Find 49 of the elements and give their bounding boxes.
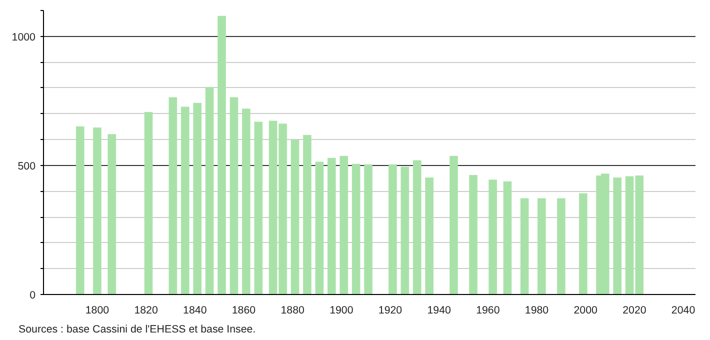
x-tick-label: 1840 [183,304,207,316]
bar [400,166,410,294]
x-tick-label: 2000 [574,304,598,316]
bar [242,108,250,294]
x-tick-label: 2040 [671,304,696,316]
y-tick-label: 0 [30,290,36,302]
bar [144,112,153,294]
bar [352,164,360,294]
bar [76,126,84,294]
bar [180,106,190,294]
bar [364,164,372,294]
x-tick-label: 1920 [378,304,402,316]
bar [193,102,202,294]
x-tick-label: 1880 [280,304,305,316]
x-tick-label: 1820 [134,304,158,316]
source-note: Sources : base Cassini de l'EHESS et base Insee. [18,324,256,336]
bar [290,140,300,294]
bar [488,180,497,294]
x-tick-label: 1900 [330,304,354,316]
x-tick-label: 2020 [622,304,646,316]
bar [168,97,178,294]
bar [613,178,622,294]
bar [340,156,348,294]
bar [205,87,214,294]
bar [520,198,529,294]
bar [538,198,546,294]
bar [503,181,512,294]
bar [557,198,566,294]
bar [303,134,312,294]
x-tick-label: 1980 [524,304,549,316]
bar [108,134,116,294]
bar [388,164,397,294]
bar [93,127,102,294]
bar [230,97,238,294]
x-tick-label: 1860 [232,304,256,316]
x-tick-label: 1940 [427,304,452,316]
bar [579,193,588,294]
x-tick-label: 1960 [476,304,500,316]
bar [315,162,324,294]
x-tick-label: 1800 [85,304,110,316]
bar [254,122,263,294]
bar [469,174,478,294]
y-tick-label: 1000 [12,31,36,44]
bar [412,160,422,294]
bar [425,178,434,294]
bar [218,16,226,294]
bar [450,156,458,294]
y-tick-label: 500 [18,160,36,172]
bar [328,158,336,294]
